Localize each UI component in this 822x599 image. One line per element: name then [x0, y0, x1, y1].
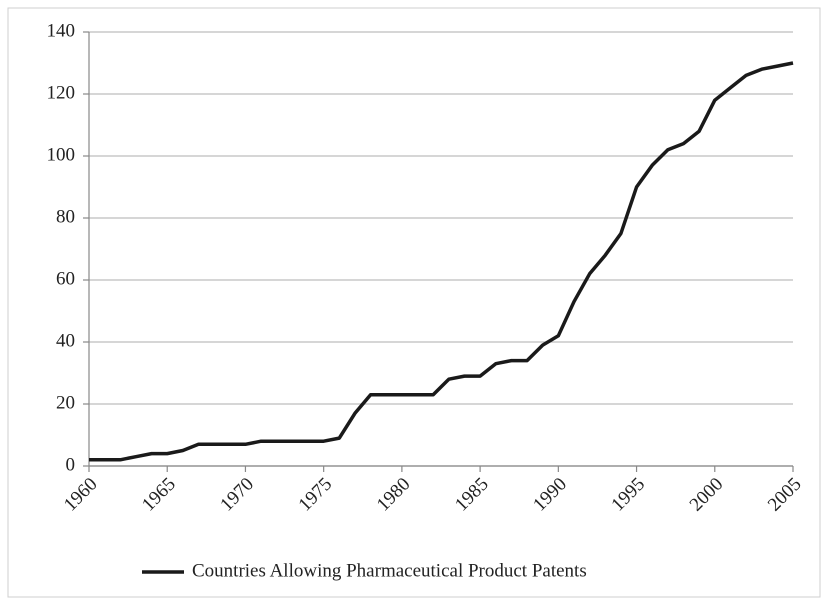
- x-tick-label: 1990: [529, 474, 571, 516]
- y-tick-label: 40: [56, 330, 75, 351]
- x-tick-label: 1960: [60, 474, 102, 516]
- y-tick-label: 60: [56, 268, 75, 289]
- y-tick-label: 100: [47, 144, 76, 165]
- x-tick-label: 2005: [764, 474, 806, 516]
- data-line: [89, 61, 794, 462]
- y-tick-label: 120: [47, 82, 76, 103]
- chart-frame: [7, 7, 821, 598]
- x-tick-label: 1980: [373, 474, 415, 516]
- x-tick-label: 1985: [451, 474, 493, 516]
- x-tick-label: 1995: [607, 474, 649, 516]
- x-tick-label: 1975: [295, 474, 337, 516]
- x-tick-label: 1970: [216, 474, 258, 516]
- x-tick-label: 2000: [686, 474, 728, 516]
- y-tick-label: 80: [56, 206, 75, 227]
- legend-label: Countries Allowing Pharmaceutical Produc…: [192, 560, 587, 581]
- y-tick-label: 140: [47, 20, 76, 41]
- y-tick-label: 20: [56, 392, 75, 413]
- x-tick-label: 1965: [138, 474, 180, 516]
- y-tick-label: 0: [66, 454, 76, 475]
